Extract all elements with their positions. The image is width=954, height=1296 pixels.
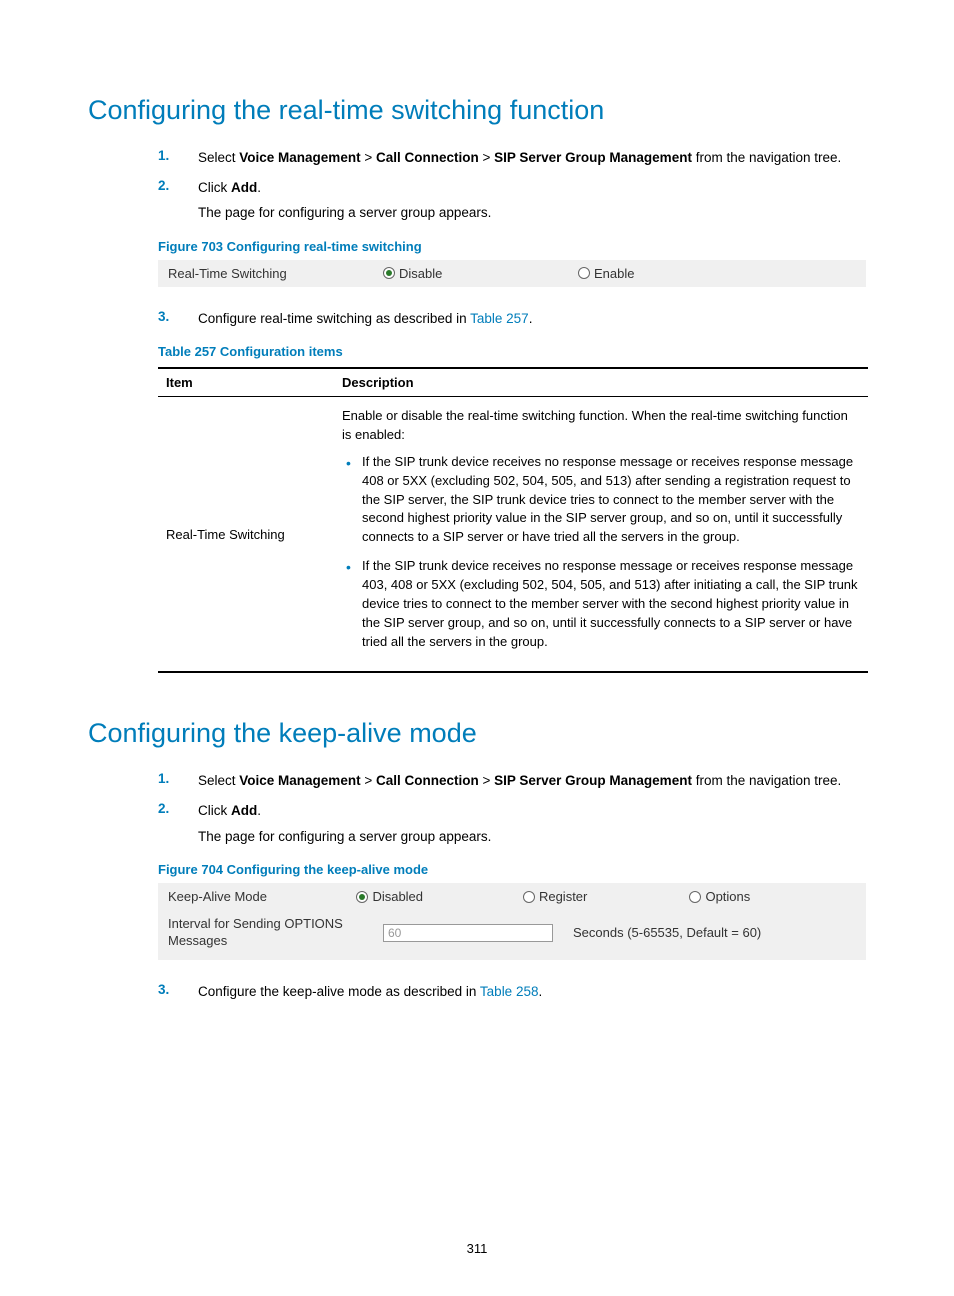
radio-register[interactable] <box>523 891 535 903</box>
section1-heading: Configuring the real-time switching func… <box>88 95 866 126</box>
nav-voice-management: Voice Management <box>239 150 360 165</box>
table-257: Item Description Real-Time Switching Ena… <box>158 367 868 673</box>
radio-enable-option[interactable]: Enable <box>578 266 773 281</box>
step-number: 1. <box>158 771 169 786</box>
radio-disable[interactable] <box>383 267 395 279</box>
radio-disable-option[interactable]: Disable <box>383 266 578 281</box>
step-number: 2. <box>158 178 169 193</box>
realtime-switching-label: Real-Time Switching <box>168 266 383 281</box>
step-number: 1. <box>158 148 169 163</box>
radio-disable-label: Disable <box>399 266 442 281</box>
keep-alive-row: Keep-Alive Mode Disabled Register Option… <box>158 883 866 910</box>
add-label: Add <box>231 803 257 818</box>
text: Click <box>198 803 231 818</box>
table-257-caption: Table 257 Configuration items <box>158 344 866 359</box>
table-257-link[interactable]: Table 257 <box>470 311 529 326</box>
table-258-link[interactable]: Table 258 <box>480 984 539 999</box>
nav-call-connection: Call Connection <box>376 773 479 788</box>
interval-label: Interval for Sending OPTIONS Messages <box>168 916 383 950</box>
step-3: 3. Configure real-time switching as desc… <box>158 309 866 329</box>
interval-row: Interval for Sending OPTIONS Messages Se… <box>158 910 866 960</box>
description-cell: Enable or disable the real-time switchin… <box>334 397 868 673</box>
step-subtext: The page for configuring a server group … <box>198 827 866 847</box>
figure-704: Keep-Alive Mode Disabled Register Option… <box>158 883 866 960</box>
col-description: Description <box>334 368 868 397</box>
bullet-1: If the SIP trunk device receives no resp… <box>342 453 860 547</box>
section1-steps-continued: 3. Configure real-time switching as desc… <box>158 309 866 329</box>
nav-sip-server-group: SIP Server Group Management <box>494 773 692 788</box>
radio-register-option[interactable]: Register <box>523 889 690 904</box>
table-row: Real-Time Switching Enable or disable th… <box>158 397 868 673</box>
figure-703-bar: Real-Time Switching Disable Enable <box>158 260 866 287</box>
section2-heading: Configuring the keep-alive mode <box>88 718 866 749</box>
nav-sip-server-group: SIP Server Group Management <box>494 150 692 165</box>
text: from the navigation tree. <box>692 773 841 788</box>
page-number: 311 <box>0 1241 954 1256</box>
text: > <box>361 150 376 165</box>
keep-alive-label: Keep-Alive Mode <box>168 889 356 904</box>
radio-options-option[interactable]: Options <box>689 889 856 904</box>
text: . <box>529 311 533 326</box>
step-1: 1. Select Voice Management > Call Connec… <box>158 148 866 168</box>
text: > <box>479 150 494 165</box>
radio-disabled[interactable] <box>356 891 368 903</box>
step-1: 1. Select Voice Management > Call Connec… <box>158 771 866 791</box>
radio-disabled-label: Disabled <box>372 889 423 904</box>
figure-704-caption: Figure 704 Configuring the keep-alive mo… <box>158 862 866 877</box>
col-item: Item <box>158 368 334 397</box>
text: > <box>361 773 376 788</box>
radio-register-label: Register <box>539 889 587 904</box>
interval-input[interactable] <box>383 924 553 942</box>
radio-options-label: Options <box>705 889 750 904</box>
text: Configure real-time switching as describ… <box>198 311 470 326</box>
description-bullets: If the SIP trunk device receives no resp… <box>342 453 860 651</box>
text: . <box>257 803 261 818</box>
add-label: Add <box>231 180 257 195</box>
text: . <box>538 984 542 999</box>
section2-steps: 1. Select Voice Management > Call Connec… <box>158 771 866 846</box>
section2-steps-continued: 3. Configure the keep-alive mode as desc… <box>158 982 866 1002</box>
radio-enable[interactable] <box>578 267 590 279</box>
radio-options[interactable] <box>689 891 701 903</box>
text: > <box>479 773 494 788</box>
section1-steps: 1. Select Voice Management > Call Connec… <box>158 148 866 223</box>
text: Select <box>198 150 239 165</box>
step-number: 3. <box>158 309 169 324</box>
step-number: 2. <box>158 801 169 816</box>
step-number: 3. <box>158 982 169 997</box>
radio-disabled-option[interactable]: Disabled <box>356 889 523 904</box>
text: Click <box>198 180 231 195</box>
text: Configure the keep-alive mode as describ… <box>198 984 480 999</box>
description-intro: Enable or disable the real-time switchin… <box>342 407 860 445</box>
step-2: 2. Click Add. The page for configuring a… <box>158 178 866 223</box>
radio-enable-label: Enable <box>594 266 634 281</box>
nav-call-connection: Call Connection <box>376 150 479 165</box>
text: Select <box>198 773 239 788</box>
nav-voice-management: Voice Management <box>239 773 360 788</box>
text: from the navigation tree. <box>692 150 841 165</box>
bullet-2: If the SIP trunk device receives no resp… <box>342 557 860 651</box>
item-cell: Real-Time Switching <box>158 397 334 673</box>
figure-703-caption: Figure 703 Configuring real-time switchi… <box>158 239 866 254</box>
step-3: 3. Configure the keep-alive mode as desc… <box>158 982 866 1002</box>
interval-hint: Seconds (5-65535, Default = 60) <box>573 925 761 940</box>
step-subtext: The page for configuring a server group … <box>198 203 866 223</box>
text: . <box>257 180 261 195</box>
step-2: 2. Click Add. The page for configuring a… <box>158 801 866 846</box>
